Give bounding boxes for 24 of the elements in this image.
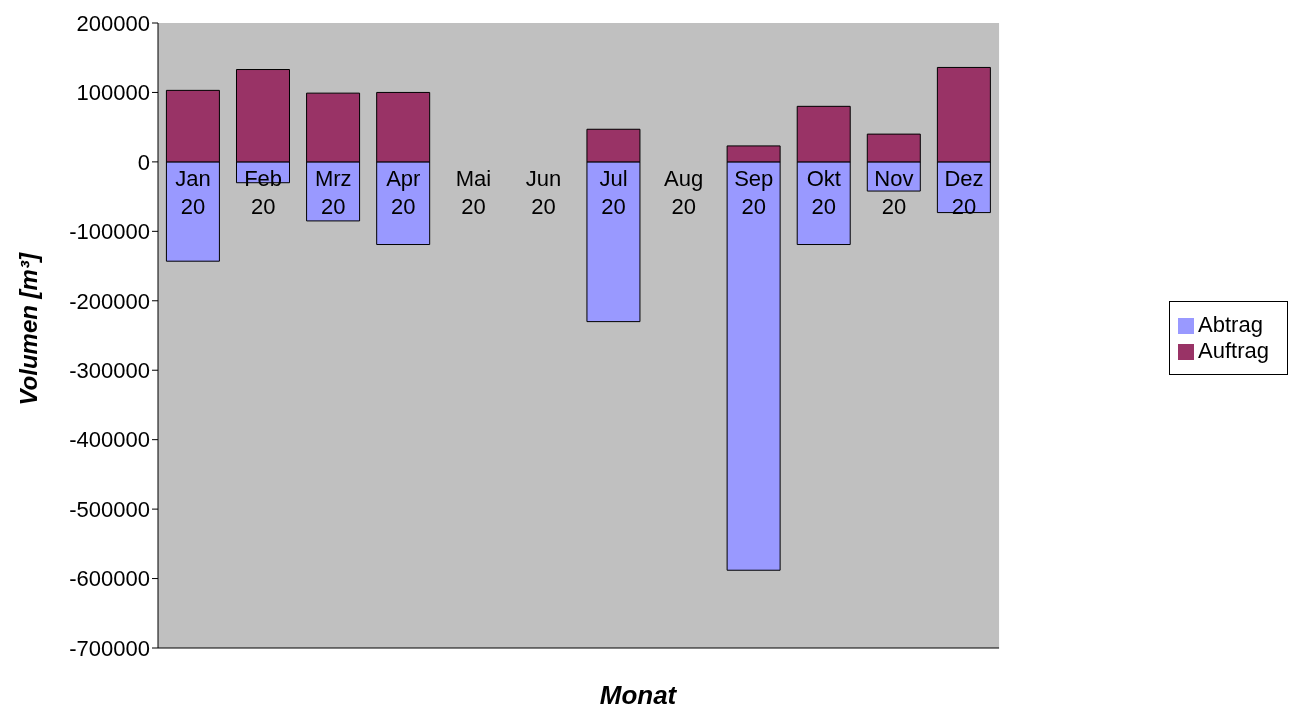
y-tick-label: -600000 bbox=[69, 566, 150, 592]
x-tick-label: Okt 20 bbox=[806, 165, 841, 219]
x-axis-title: Monat bbox=[598, 680, 678, 711]
y-tick-label: 100000 bbox=[76, 80, 150, 106]
x-tick-label: Jun 20 bbox=[525, 165, 562, 219]
legend-label: Abtrag bbox=[1198, 312, 1263, 337]
y-tick-label: -700000 bbox=[69, 635, 150, 661]
y-tick-label: 200000 bbox=[76, 10, 150, 36]
x-tick-label: Jan 20 bbox=[175, 165, 211, 219]
y-tick-label: -300000 bbox=[69, 358, 150, 384]
y-tick-label: -100000 bbox=[69, 219, 150, 245]
y-tick-label: 0 bbox=[137, 149, 150, 175]
y-tick-label: -200000 bbox=[69, 288, 150, 314]
y-tick-label: -400000 bbox=[69, 427, 150, 453]
x-tick-label: Nov 20 bbox=[874, 165, 914, 219]
y-axis-title: Volumen [m³] bbox=[14, 252, 42, 406]
x-tick-label: Aug 20 bbox=[664, 165, 704, 219]
x-tick-label: Jul 20 bbox=[599, 165, 628, 219]
x-tick-label: Apr 20 bbox=[386, 165, 421, 219]
legend-label: Auftrag bbox=[1198, 338, 1269, 363]
y-tick-label: -500000 bbox=[69, 496, 150, 522]
x-tick-label: Sep 20 bbox=[734, 165, 774, 219]
x-tick-label: Mrz 20 bbox=[314, 165, 352, 219]
x-tick-label: Mai 20 bbox=[455, 165, 492, 219]
